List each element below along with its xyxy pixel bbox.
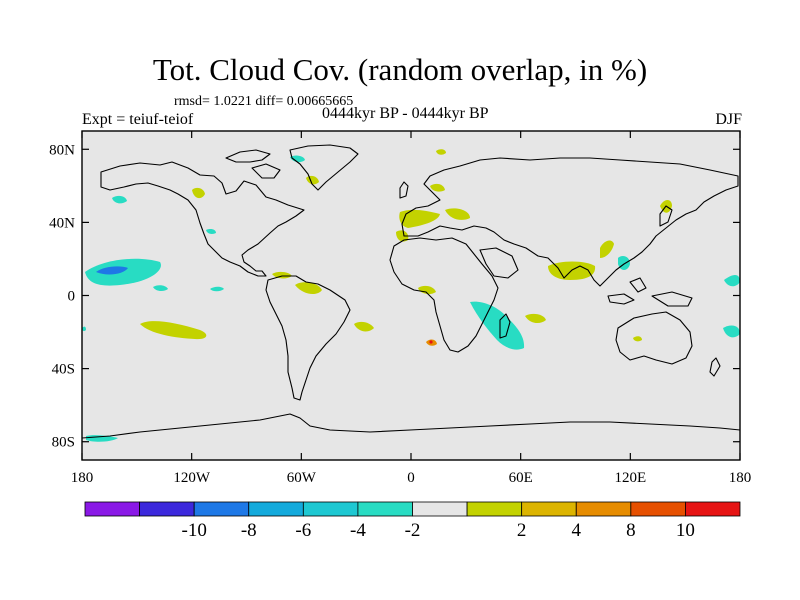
- colorbar-swatch: [412, 501, 468, 517]
- colorbar-swatch: [521, 501, 577, 517]
- colorbar-swatch: [630, 501, 686, 517]
- lon-tick-label: 120W: [173, 470, 211, 486]
- colorbar-label: 2: [517, 520, 527, 541]
- coastline: [659, 205, 673, 227]
- anomaly-patch: [418, 285, 436, 295]
- coastline: [651, 291, 693, 307]
- anomaly-patch: [430, 183, 445, 192]
- colorbar-swatch: [685, 501, 741, 517]
- experiment-label: Expt = teiuf-teiof: [82, 111, 194, 128]
- rmsd-diff-stats: rmsd= 1.0221 diff= 0.00665665: [174, 94, 354, 109]
- lon-tick-label: 180: [71, 470, 94, 486]
- anomaly-patch: [210, 286, 224, 292]
- longitude-axis: 180 120W 60W 0 60E 120E 180: [71, 131, 752, 486]
- coastline: [399, 181, 409, 199]
- colorbar-swatch: [302, 501, 359, 517]
- anomaly-patch: [724, 275, 740, 287]
- colorbar-swatch: [466, 501, 523, 517]
- colorbar-label: -10: [182, 520, 207, 541]
- anomaly-patch: [290, 155, 305, 163]
- anomaly-patch: [153, 285, 168, 292]
- colorbar-label: 10: [676, 520, 695, 541]
- colorbar-label: 4: [572, 520, 582, 541]
- period-label: 0444kyr BP - 0444kyr BP: [322, 105, 489, 122]
- anomaly-patch: [140, 321, 207, 340]
- anomaly-patches: [82, 149, 740, 442]
- plot-title: Tot. Cloud Cov. (random overlap, in %): [152, 52, 648, 87]
- colorbar-label: 8: [626, 520, 636, 541]
- anomaly-patch: [354, 321, 374, 332]
- colorbar: -10 -8 -6 -4 -2 2 4 8 10: [84, 501, 741, 541]
- coastline: [100, 161, 305, 277]
- colorbar-swatch: [248, 501, 304, 517]
- colorbar-swatch: [357, 501, 413, 517]
- lat-tick-label: 0: [68, 289, 76, 305]
- coastline: [607, 293, 635, 305]
- coastline: [225, 149, 271, 163]
- coastline: [479, 247, 519, 279]
- coastline: [289, 144, 359, 191]
- colorbar-label: -4: [350, 520, 366, 541]
- lat-tick-label: 40S: [52, 362, 75, 378]
- lon-tick-label: 120E: [614, 470, 646, 486]
- latitude-axis: 80N 40N 0 40S 80S: [49, 142, 740, 451]
- anomaly-patch: [633, 336, 642, 342]
- anomaly-patch: [396, 230, 409, 242]
- anomaly-patch: [436, 149, 446, 155]
- lon-tick-label: 180: [729, 470, 752, 486]
- anomaly-patch: [723, 325, 740, 338]
- anomaly-patch: [470, 301, 525, 350]
- coastline: [389, 237, 499, 353]
- anomaly-patch: [206, 229, 216, 234]
- coastline: [499, 313, 511, 339]
- coastline: [265, 275, 351, 401]
- anomaly-patch: [525, 313, 546, 324]
- coastline: [251, 163, 281, 179]
- anomaly-patch: [85, 258, 161, 286]
- colorbar-swatch: [139, 501, 195, 517]
- anomaly-patch: [600, 240, 614, 258]
- colorbar-label: -6: [295, 520, 311, 541]
- anomaly-patch: [399, 209, 440, 228]
- coastline: [615, 311, 693, 365]
- anomaly-patch: [445, 208, 470, 220]
- coastline: [401, 157, 739, 287]
- colorbar-label: -2: [405, 520, 421, 541]
- lon-tick-label: 60W: [287, 470, 317, 486]
- anomaly-patch: [82, 326, 86, 332]
- lat-tick-label: 80N: [49, 142, 75, 158]
- anomaly-patch: [429, 340, 433, 344]
- season-label: DJF: [715, 111, 742, 128]
- colorbar-swatch: [84, 501, 140, 517]
- coastlines: [81, 144, 741, 439]
- coastline: [629, 277, 647, 293]
- colorbar-swatch: [193, 501, 250, 517]
- lat-tick-label: 80S: [52, 435, 75, 451]
- lon-tick-label: 0: [407, 470, 415, 486]
- lat-tick-label: 40N: [49, 215, 75, 231]
- map-background: [82, 131, 740, 460]
- anomaly-patch: [272, 271, 292, 279]
- coastline: [709, 357, 721, 377]
- colorbar-label: -8: [241, 520, 257, 541]
- anomaly-patch: [96, 266, 128, 275]
- anomaly-patch: [112, 195, 127, 204]
- anomaly-patch: [192, 187, 205, 199]
- colorbar-swatch: [575, 501, 632, 517]
- coastline: [81, 413, 741, 439]
- lon-tick-label: 60E: [509, 470, 533, 486]
- anomaly-patch: [295, 282, 322, 295]
